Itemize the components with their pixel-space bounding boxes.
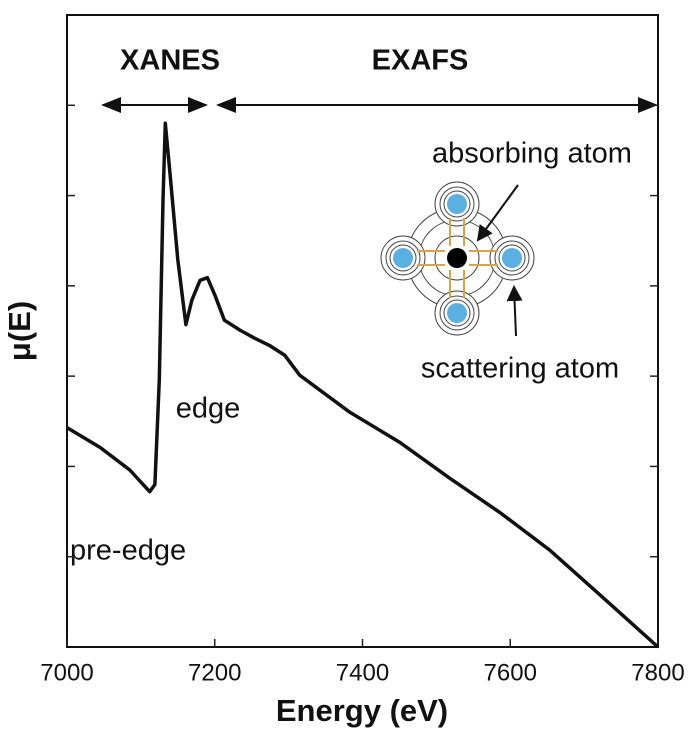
x-tick-label: 7000 (40, 659, 93, 686)
annotation: EXAFS (372, 45, 469, 77)
spectrum-line (66, 121, 660, 649)
scattering-pointer (506, 285, 523, 337)
annotation: absorbing atom (432, 138, 632, 170)
x-tick-label: 7600 (484, 659, 537, 686)
annotation: edge (176, 393, 241, 425)
annotation: XANES (120, 45, 220, 77)
x-tick-label: 7800 (631, 659, 684, 686)
annotation: pre-edge (70, 535, 186, 567)
annotation: scattering atom (421, 353, 619, 385)
x-tick-label: 7400 (336, 659, 389, 686)
atom-diagram (380, 181, 535, 336)
y-axis-label: μ(E) (2, 301, 37, 361)
x-tick-label: 7200 (188, 659, 241, 686)
x-axis-label: Energy (eV) (276, 693, 448, 728)
absorbing-pointer (476, 184, 519, 242)
